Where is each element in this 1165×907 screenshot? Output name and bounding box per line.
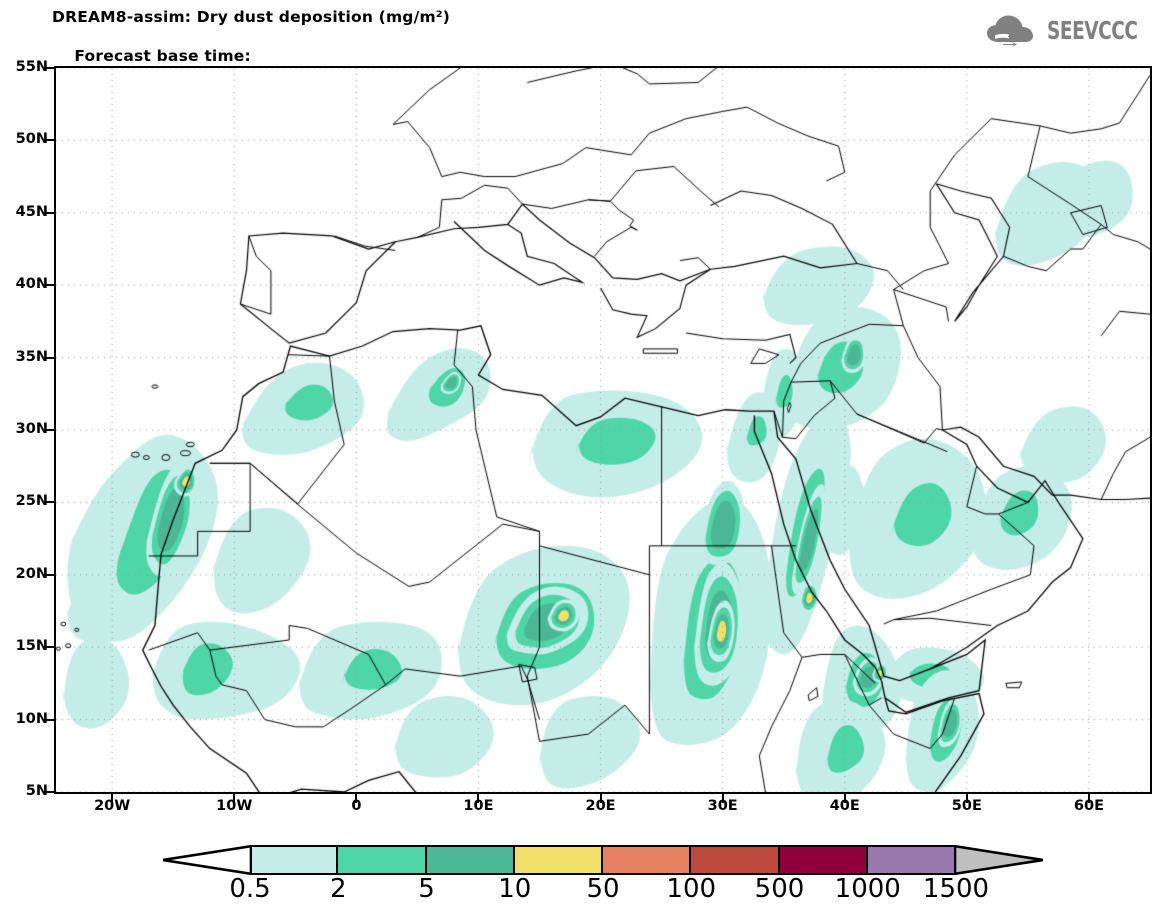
- colorbar-segment: [779, 847, 868, 873]
- colorbar-tick-label: 50: [586, 874, 620, 904]
- y-axis-label: 40N: [15, 276, 48, 293]
- x-tick: [721, 794, 724, 803]
- y-axis-label: 20N: [15, 565, 48, 582]
- logo-text: SEEVCCC: [1046, 15, 1138, 45]
- colorbar-segment: [250, 847, 339, 873]
- colorbar-segment: [691, 847, 780, 873]
- y-tick: [45, 139, 54, 142]
- y-tick: [45, 573, 54, 576]
- base-time-label: Forecast base time:: [74, 47, 251, 65]
- colorbar: [163, 845, 1043, 875]
- x-tick: [233, 794, 236, 803]
- x-axis-label: 10W: [216, 798, 253, 814]
- y-tick: [45, 284, 54, 287]
- x-axis-label: 60E: [1073, 798, 1104, 814]
- x-axis-label: 20E: [585, 798, 616, 814]
- colorbar-segments: [250, 845, 956, 875]
- colorbar-segment: [867, 847, 956, 873]
- dust-deposition-map: [54, 66, 1152, 794]
- cloud-wind-icon: [986, 15, 1033, 47]
- map-canvas: [56, 68, 1150, 792]
- x-axis-label: 10E: [463, 798, 494, 814]
- y-axis-label: 15N: [15, 638, 48, 655]
- y-tick: [45, 356, 54, 359]
- y-tick: [45, 646, 54, 649]
- colorbar-tick-label: 100: [666, 874, 717, 904]
- y-axis-label: 50N: [15, 131, 48, 148]
- colorbar-segment: [514, 847, 603, 873]
- y-tick: [45, 429, 54, 431]
- y-tick: [45, 501, 54, 504]
- colorbar-tick-label: 5: [418, 874, 435, 904]
- x-axis-label: 20W: [94, 798, 131, 814]
- colorbar-tick-label: 1500: [922, 874, 990, 904]
- x-tick: [1087, 794, 1090, 803]
- y-axis-label: 35N: [15, 348, 48, 365]
- x-tick: [111, 794, 114, 803]
- colorbar-segment: [426, 847, 515, 873]
- x-axis-label: 0: [351, 798, 362, 814]
- y-tick: [45, 718, 54, 721]
- colorbar-tick-label: 2: [329, 874, 347, 904]
- colorbar-over-arrow: [955, 845, 1043, 875]
- x-axis-label: 40E: [829, 798, 860, 814]
- y-tick: [45, 67, 54, 69]
- colorbar-tick-label: 10: [498, 874, 532, 904]
- y-axis-label: 25N: [15, 493, 48, 510]
- y-axis-label: 45N: [15, 203, 48, 220]
- colorbar-tick-label: 0.5: [229, 874, 271, 904]
- x-tick: [599, 794, 602, 803]
- y-axis-label: 10N: [15, 710, 48, 727]
- x-axis-label: 50E: [951, 798, 982, 814]
- x-tick: [477, 794, 480, 803]
- x-tick: [355, 794, 358, 803]
- y-axis-label: 55N: [15, 59, 48, 75]
- colorbar-tick-label: 1000: [834, 874, 901, 904]
- x-tick: [965, 794, 968, 803]
- colorbar-under-arrow: [163, 845, 251, 875]
- seevccc-logo: SEEVCCC: [983, 10, 1157, 50]
- y-tick: [45, 791, 54, 793]
- y-axis-label: 5N: [25, 783, 48, 799]
- y-tick: [45, 211, 54, 214]
- colorbar-tick-label: 500: [754, 874, 805, 904]
- colorbar-segment: [603, 847, 692, 873]
- x-axis-label: 30E: [707, 798, 738, 814]
- colorbar-segment: [338, 847, 427, 873]
- chart-title: DREAM8-assim: Dry dust deposition (mg/m²…: [52, 8, 451, 26]
- chart-header: DREAM8-assim: Dry dust deposition (mg/m²…: [0, 0, 1165, 209]
- y-axis-label: 30N: [15, 421, 48, 437]
- x-tick: [843, 794, 846, 803]
